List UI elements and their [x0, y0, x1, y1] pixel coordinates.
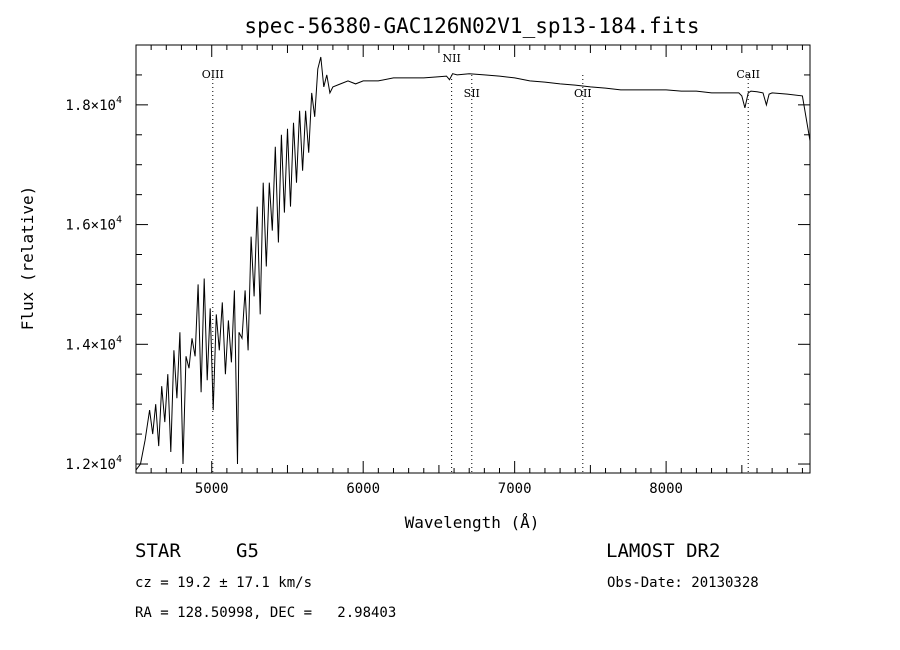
redshift-velocity: cz = 19.2 ± 17.1 km/s [135, 575, 313, 591]
x-axis-label: Wavelength (Å) [405, 513, 540, 532]
y-axis-label: Flux (relative) [18, 186, 37, 331]
y-tick-label: 1.6×104 [65, 215, 122, 234]
line-label-oiii: OIII [202, 68, 224, 81]
x-tick-label: 8000 [649, 481, 683, 497]
object-subclass: G5 [236, 540, 259, 562]
object-class: STAR [135, 540, 181, 562]
x-tick-label: 5000 [195, 481, 229, 497]
observation-date: Obs-Date: 20130328 [607, 575, 759, 591]
survey-name: LAMOST DR2 [606, 540, 721, 562]
x-tick-label: 7000 [498, 481, 532, 497]
spectrum-line [135, 56, 811, 471]
coordinates: RA = 128.50998, DEC = 2.98403 [135, 605, 397, 621]
line-label-oii: OII [574, 87, 592, 100]
line-label-sii: SII [464, 87, 480, 100]
plot-area: 5000 6000 7000 8000 1.2×104 1.4×104 1.6×104 1.8… [65, 44, 811, 497]
line-label-caii: CaII [736, 68, 760, 81]
y-tick-label: 1.2×104 [65, 454, 122, 473]
spectrum-chart: spec-56380-GAC126N02V1_sp13-184.fits 500… [18, 14, 811, 532]
y-tick-label: 1.8×104 [65, 95, 122, 114]
line-label-nii: NII [442, 52, 460, 65]
y-tick-label: 1.4×104 [65, 334, 122, 353]
x-tick-label: 6000 [346, 481, 380, 497]
chart-title: spec-56380-GAC126N02V1_sp13-184.fits [244, 14, 699, 38]
plot-frame [135, 44, 811, 474]
